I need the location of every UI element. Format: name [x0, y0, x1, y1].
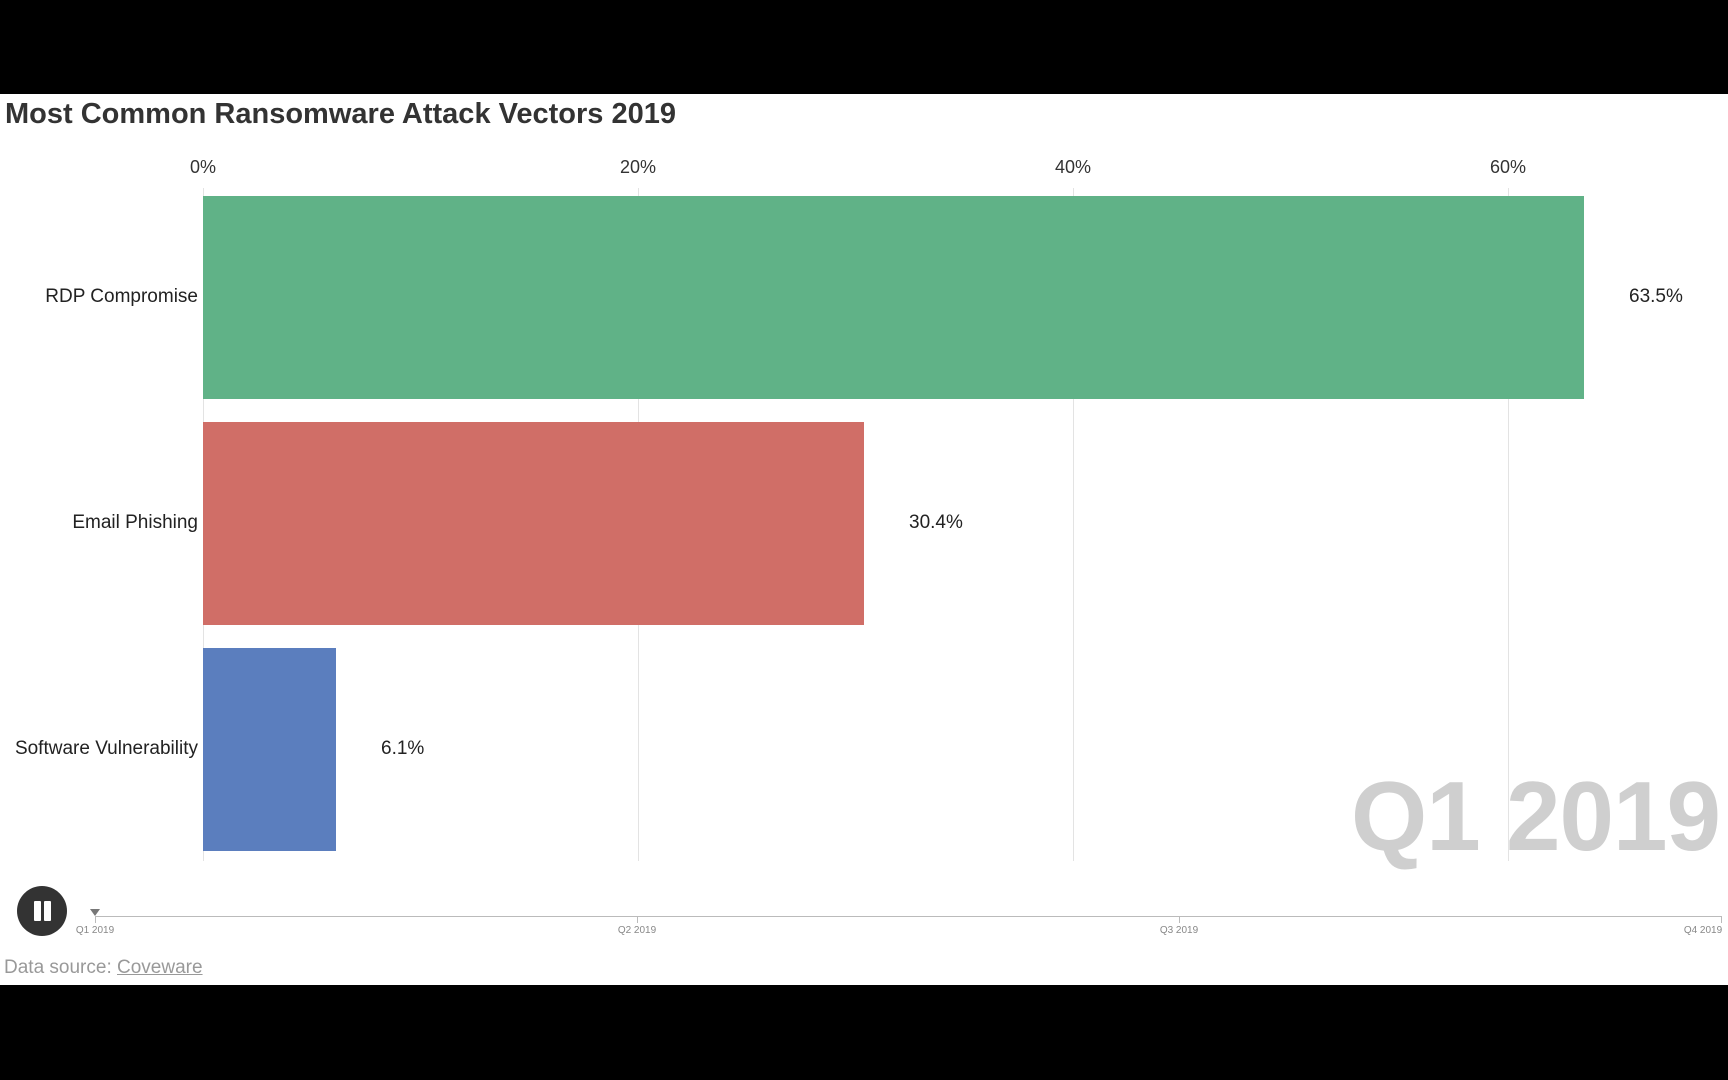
timeline-label[interactable]: Q3 2019	[1159, 925, 1199, 936]
period-watermark: Q1 2019	[1351, 761, 1721, 871]
data-source-prefix: Data source:	[4, 957, 117, 978]
value-label: 63.5%	[1629, 285, 1683, 307]
timeline-tick	[95, 916, 96, 923]
x-tick-label: 20%	[619, 157, 657, 177]
gridline	[1508, 188, 1509, 861]
pause-icon	[44, 901, 51, 921]
data-source: Data source: Coveware	[4, 957, 203, 979]
timeline-handle[interactable]	[90, 909, 100, 916]
timeline-track[interactable]	[95, 916, 1722, 917]
bar[interactable]	[203, 648, 336, 851]
category-label: Software Vulnerability	[14, 737, 198, 759]
letterbox-bottom	[0, 985, 1728, 1080]
timeline-label[interactable]: Q4 2019	[1683, 925, 1723, 936]
timeline-tick	[637, 916, 638, 923]
value-label: 30.4%	[909, 511, 963, 533]
x-tick-label: 40%	[1054, 157, 1092, 177]
chart-title: Most Common Ransomware Attack Vectors 20…	[5, 98, 676, 130]
pause-button[interactable]	[17, 886, 67, 936]
pause-icon	[34, 901, 41, 921]
x-tick-label: 0%	[189, 157, 217, 177]
timeline-label[interactable]: Q2 2019	[617, 925, 657, 936]
gridline	[1073, 188, 1074, 861]
data-source-link[interactable]: Coveware	[117, 957, 203, 978]
timeline-tick	[1179, 916, 1180, 923]
letterbox-top	[0, 0, 1728, 94]
value-label: 6.1%	[381, 737, 425, 759]
category-label: Email Phishing	[72, 511, 198, 533]
timeline-label[interactable]: Q1 2019	[75, 925, 115, 936]
timeline-tick	[1721, 916, 1722, 923]
bar[interactable]	[203, 196, 1584, 399]
x-tick-label: 60%	[1489, 157, 1527, 177]
category-label: RDP Compromise	[45, 285, 198, 307]
bar[interactable]	[203, 422, 864, 625]
